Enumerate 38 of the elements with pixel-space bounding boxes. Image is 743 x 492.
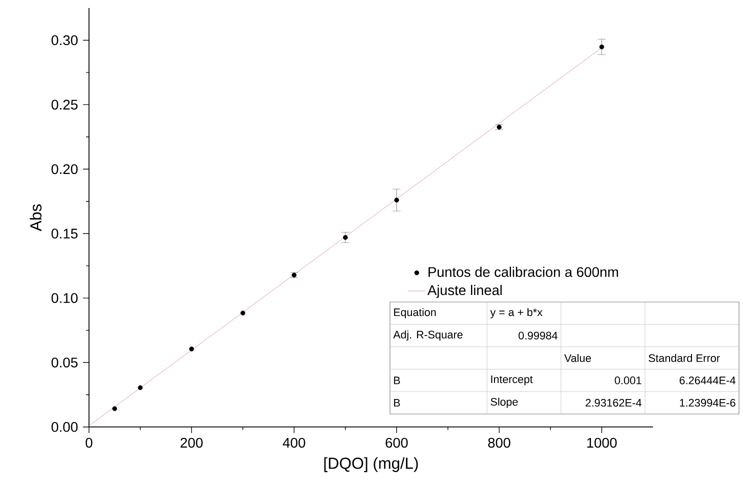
annotation: Intercept bbox=[491, 375, 533, 386]
y-axis-title: Abs bbox=[30, 204, 42, 232]
annotation: y = a + b*x bbox=[490, 308, 542, 318]
y-tick-label: 0.20 bbox=[52, 164, 78, 174]
y-tick-label: 0.25 bbox=[52, 100, 78, 110]
legend-label: Puntos de calibracion a 600nm bbox=[428, 266, 618, 277]
annotation: Value bbox=[564, 354, 591, 362]
annotation: Adj. R-Square bbox=[393, 330, 463, 341]
x-axis-title: [DQO] (mg/L) bbox=[324, 457, 418, 472]
x-tick-label: 200 bbox=[180, 438, 203, 448]
y-tick-label: 0.15 bbox=[52, 228, 78, 239]
annotation: Equation bbox=[394, 308, 436, 318]
annotation: B bbox=[394, 399, 400, 407]
y-tick-label: 0.10 bbox=[52, 293, 78, 304]
text: 1.23994E-6 bbox=[680, 398, 736, 407]
text: 6.26444E-4 bbox=[680, 376, 736, 384]
x-tick-label: 1000 bbox=[587, 438, 617, 448]
point bbox=[342, 235, 348, 240]
annotation: B bbox=[394, 376, 400, 384]
legend-label: Ajuste lineal bbox=[427, 284, 502, 298]
annotation: Standard Error bbox=[648, 354, 720, 362]
annotation: 2.93162E-4 bbox=[586, 398, 642, 407]
x-tick-label: 400 bbox=[282, 438, 306, 448]
point bbox=[240, 310, 246, 316]
point bbox=[599, 44, 604, 50]
point bbox=[189, 346, 194, 352]
annotation: 0.99984 bbox=[518, 332, 558, 340]
y-tick-label: 0.00 bbox=[52, 422, 78, 432]
x-tick-label: 600 bbox=[386, 438, 408, 448]
y-tick-label: 0.05 bbox=[52, 358, 78, 368]
annotation: Slope bbox=[490, 398, 518, 408]
y-tick-label: 0.30 bbox=[52, 35, 78, 46]
x-tick-label: 0 bbox=[86, 438, 92, 448]
point bbox=[112, 406, 118, 412]
x-tick-label: 800 bbox=[488, 438, 510, 448]
annotation: 0.001 bbox=[614, 376, 642, 384]
point bbox=[138, 385, 143, 390]
point bbox=[394, 198, 400, 202]
